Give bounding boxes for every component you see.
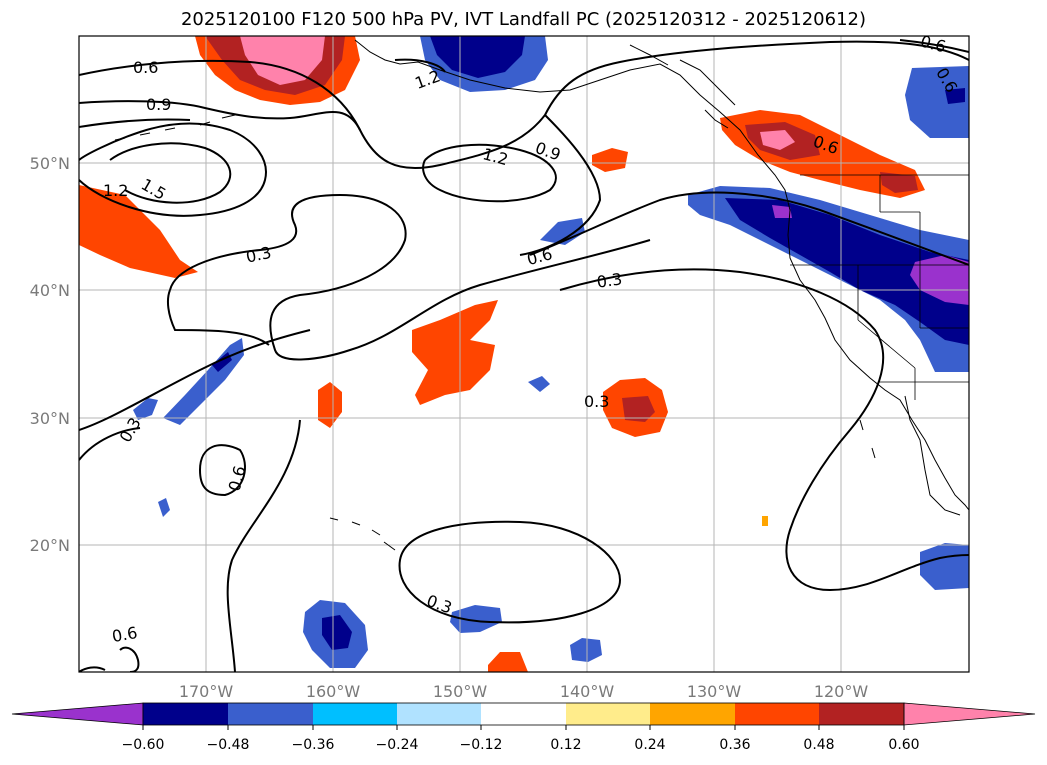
contour-upper-tail (79, 118, 191, 128)
colorbar-tick-label: 0.24 (634, 737, 665, 753)
contour-1.2-left (79, 122, 267, 217)
negative-anomaly-small (540, 218, 585, 245)
colorbar-segment (819, 703, 904, 725)
contour-0.6-ne (899, 39, 969, 53)
ivt-pc-shading (79, 36, 969, 672)
contour-label: 0.3 (244, 243, 273, 267)
contour-label: 0.6 (133, 58, 158, 77)
lat-tick: 50°N (30, 154, 70, 173)
positive-anomaly-east-central-core (622, 396, 655, 422)
colorbar-segment (143, 703, 228, 725)
colorbar-segment (481, 703, 566, 725)
colorbar-segment (397, 703, 481, 725)
positive-anomaly-small-north (592, 148, 628, 172)
negative-anomaly-northeast-core (945, 88, 965, 104)
longitude-tick-labels: 170°W 160°W 150°W 140°W 130°W 120°W (179, 682, 869, 701)
positive-anomaly-central (412, 300, 498, 405)
contour-label: 0.3 (584, 392, 609, 411)
contour-0.3-main (79, 289, 311, 431)
negative-anomaly-west-coast (688, 186, 969, 372)
negative-anomaly-south-3 (570, 638, 602, 662)
state-borders (790, 174, 969, 400)
contour-0.3-left (169, 193, 651, 361)
negative-anomaly-left-3 (158, 498, 170, 517)
colorbar-tick-label: 0.60 (888, 737, 919, 753)
lon-tick: 120°W (814, 682, 869, 701)
positive-anomaly-south (488, 652, 528, 672)
colorbar-extend-low (11, 702, 144, 726)
negative-anomaly-west-coast-core (725, 198, 969, 345)
negative-anomaly-west-coast-peak (910, 255, 969, 305)
lat-tick: 30°N (30, 409, 70, 428)
positive-anomaly-west (79, 185, 198, 278)
contour-0.3-left-edge (79, 427, 141, 461)
map-title: 2025120100 F120 500 hPa PV, IVT Landfall… (180, 9, 867, 30)
pv-contours (79, 39, 969, 672)
contour-0.6-north (79, 40, 969, 170)
negative-anomaly-west-coast-peak2 (772, 205, 792, 218)
colorbar-segment (650, 703, 735, 725)
contour-0.6-bottom-left2 (79, 666, 106, 672)
colorbar-tick-label: −0.36 (292, 737, 335, 753)
gridlines (79, 36, 969, 672)
positive-anomaly-north-central-peak (240, 36, 325, 85)
colorbar-tick-label: −0.60 (122, 737, 165, 753)
colorbar-tick-label: 0.48 (803, 737, 834, 753)
contour-0.6-bottom-left (119, 646, 140, 672)
positive-anomaly-bc-coast-peak (760, 130, 795, 150)
contour-label: 0.6 (918, 31, 948, 56)
contour-0.6-small (199, 444, 246, 497)
colorbar-tick-label: 0.12 (550, 737, 581, 753)
lon-tick: 140°W (560, 682, 615, 701)
lat-tick: 40°N (30, 281, 70, 300)
lon-tick: 170°W (179, 682, 234, 701)
colorbar-tick-label: −0.48 (207, 737, 250, 753)
contour-label: 0.9 (146, 95, 171, 114)
contour-label: 0.3 (596, 269, 624, 291)
contour-1.2-center (422, 143, 557, 203)
contour-0.3-south (398, 520, 622, 624)
negative-anomaly-left-2 (133, 398, 158, 420)
contour-label: 1.2 (103, 181, 128, 200)
contour-1.5 (109, 142, 232, 204)
lon-tick: 130°W (687, 682, 742, 701)
colorbar-segment (735, 703, 819, 725)
contour-0.3-east (559, 268, 969, 592)
colorbar-tick-label: 0.36 (719, 737, 750, 753)
lat-tick: 20°N (30, 536, 70, 555)
lon-tick: 150°W (433, 682, 488, 701)
negative-anomaly-northeast (905, 66, 969, 138)
colorbar-tick-label: −0.12 (460, 737, 503, 753)
colorbar-segment (228, 703, 313, 725)
lon-tick: 160°W (306, 682, 361, 701)
negative-anomaly-south-2 (450, 605, 502, 633)
negative-anomaly-gulf-alaska-core (430, 36, 525, 78)
negative-anomaly-south-1-core (322, 615, 352, 650)
positive-anomaly-tiny (762, 516, 768, 526)
colorbar: −0.60 −0.48 −0.36 −0.24 −0.12 0.12 0.24 … (11, 702, 1036, 753)
colorbar-segment (313, 703, 397, 725)
latitude-tick-labels: 50°N 40°N 30°N 20°N (30, 154, 70, 555)
positive-anomaly-bc-coast-core2 (880, 172, 918, 193)
negative-anomaly-small-2 (528, 376, 550, 392)
contour-0.6-mid (529, 191, 969, 266)
map-area: 0.6 0.9 1.2 1.5 1.2 0.3 1.2 0.9 0.6 0.3 … (79, 31, 969, 672)
colorbar-tick-label: −0.24 (376, 737, 419, 753)
positive-anomaly-small-central (318, 382, 342, 428)
colorbar-segment (566, 703, 650, 725)
contour-label: 0.6 (110, 623, 138, 646)
contour-0.3-bottom (226, 419, 301, 672)
colorbar-extend-high (903, 702, 1036, 726)
contour-1.2-top (394, 58, 446, 73)
map-frame (78, 35, 970, 673)
